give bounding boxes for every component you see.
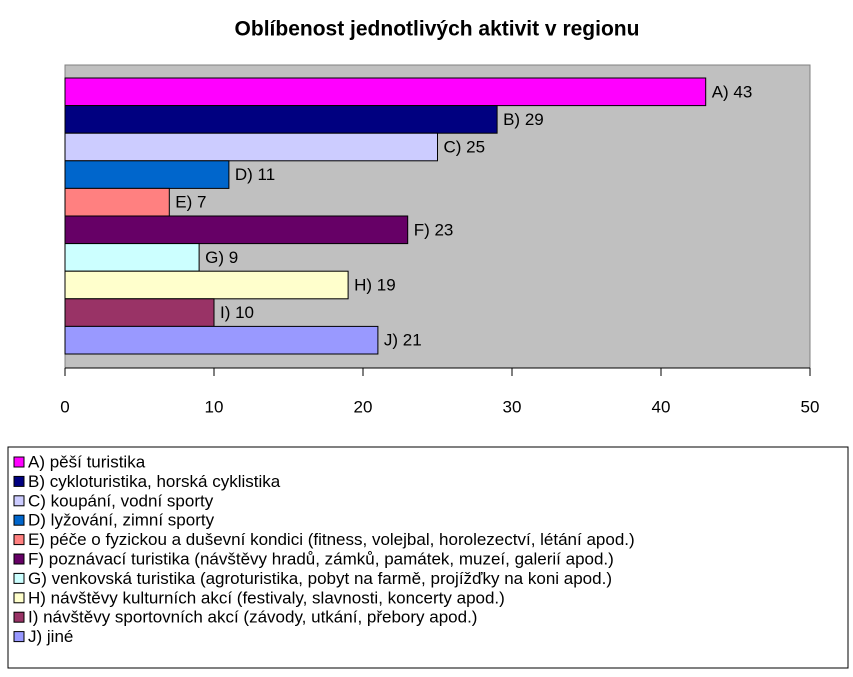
legend-swatch	[13, 631, 25, 643]
data-label: F) 23	[414, 220, 454, 239]
data-label: B) 29	[503, 110, 544, 129]
legend-label: J) jiné	[28, 627, 73, 646]
legend-swatch	[13, 514, 25, 526]
data-label: D) 11	[235, 165, 275, 184]
legend-label: A) pěší turistika	[28, 452, 146, 471]
bar	[64, 270, 349, 300]
legend-label: G) venkovská turistika (agroturistika, p…	[28, 569, 612, 588]
legend-swatch	[13, 475, 25, 487]
data-label: J) 21	[384, 331, 422, 350]
bar	[64, 215, 409, 245]
x-tick-label: 0	[60, 397, 69, 416]
legend-swatch	[13, 572, 25, 584]
legend-swatch	[13, 495, 25, 507]
data-label: I) 10	[220, 303, 254, 322]
bar	[64, 105, 498, 134]
legend-swatch	[13, 553, 25, 565]
x-tick-label: 30	[503, 397, 522, 416]
legend-swatch	[13, 592, 25, 604]
legend-label: C) koupání, vodní sporty	[28, 491, 214, 510]
legend-label: H) návštěvy kulturních akcí (festivaly, …	[28, 588, 505, 607]
bar	[64, 298, 215, 327]
legend-swatch	[13, 534, 25, 546]
bar	[64, 160, 230, 189]
x-tick-label: 20	[354, 397, 373, 416]
data-label: E) 7	[175, 193, 206, 212]
legend-label: E) péče o fyzickou a duševní kondici (fi…	[28, 530, 635, 549]
legend-label: F) poznávací turistika (návštěvy hradů, …	[28, 549, 614, 568]
legend-box	[7, 446, 849, 669]
data-label: C) 25	[444, 137, 486, 156]
chart-title: Oblíbenost jednotlivých aktivit v region…	[235, 18, 640, 41]
bar	[64, 77, 707, 107]
x-tick-label: 50	[801, 397, 820, 416]
legend-label: D) lyžování, zimní sporty	[28, 511, 215, 530]
bar	[64, 132, 438, 162]
legend-swatch	[13, 611, 25, 623]
bar	[64, 243, 200, 272]
legend-label: B) cykloturistika, horská cyklistika	[28, 472, 281, 491]
bar	[64, 187, 170, 217]
legend-swatch	[13, 456, 25, 468]
data-label: H) 19	[354, 275, 396, 294]
x-tick-label: 10	[205, 397, 224, 416]
data-label: A) 43	[712, 82, 753, 101]
legend-label: I) návštěvy sportovních akcí (závody, ut…	[28, 608, 477, 627]
x-tick-label: 40	[652, 397, 671, 416]
data-label: G) 9	[205, 248, 238, 267]
bar	[64, 325, 379, 355]
